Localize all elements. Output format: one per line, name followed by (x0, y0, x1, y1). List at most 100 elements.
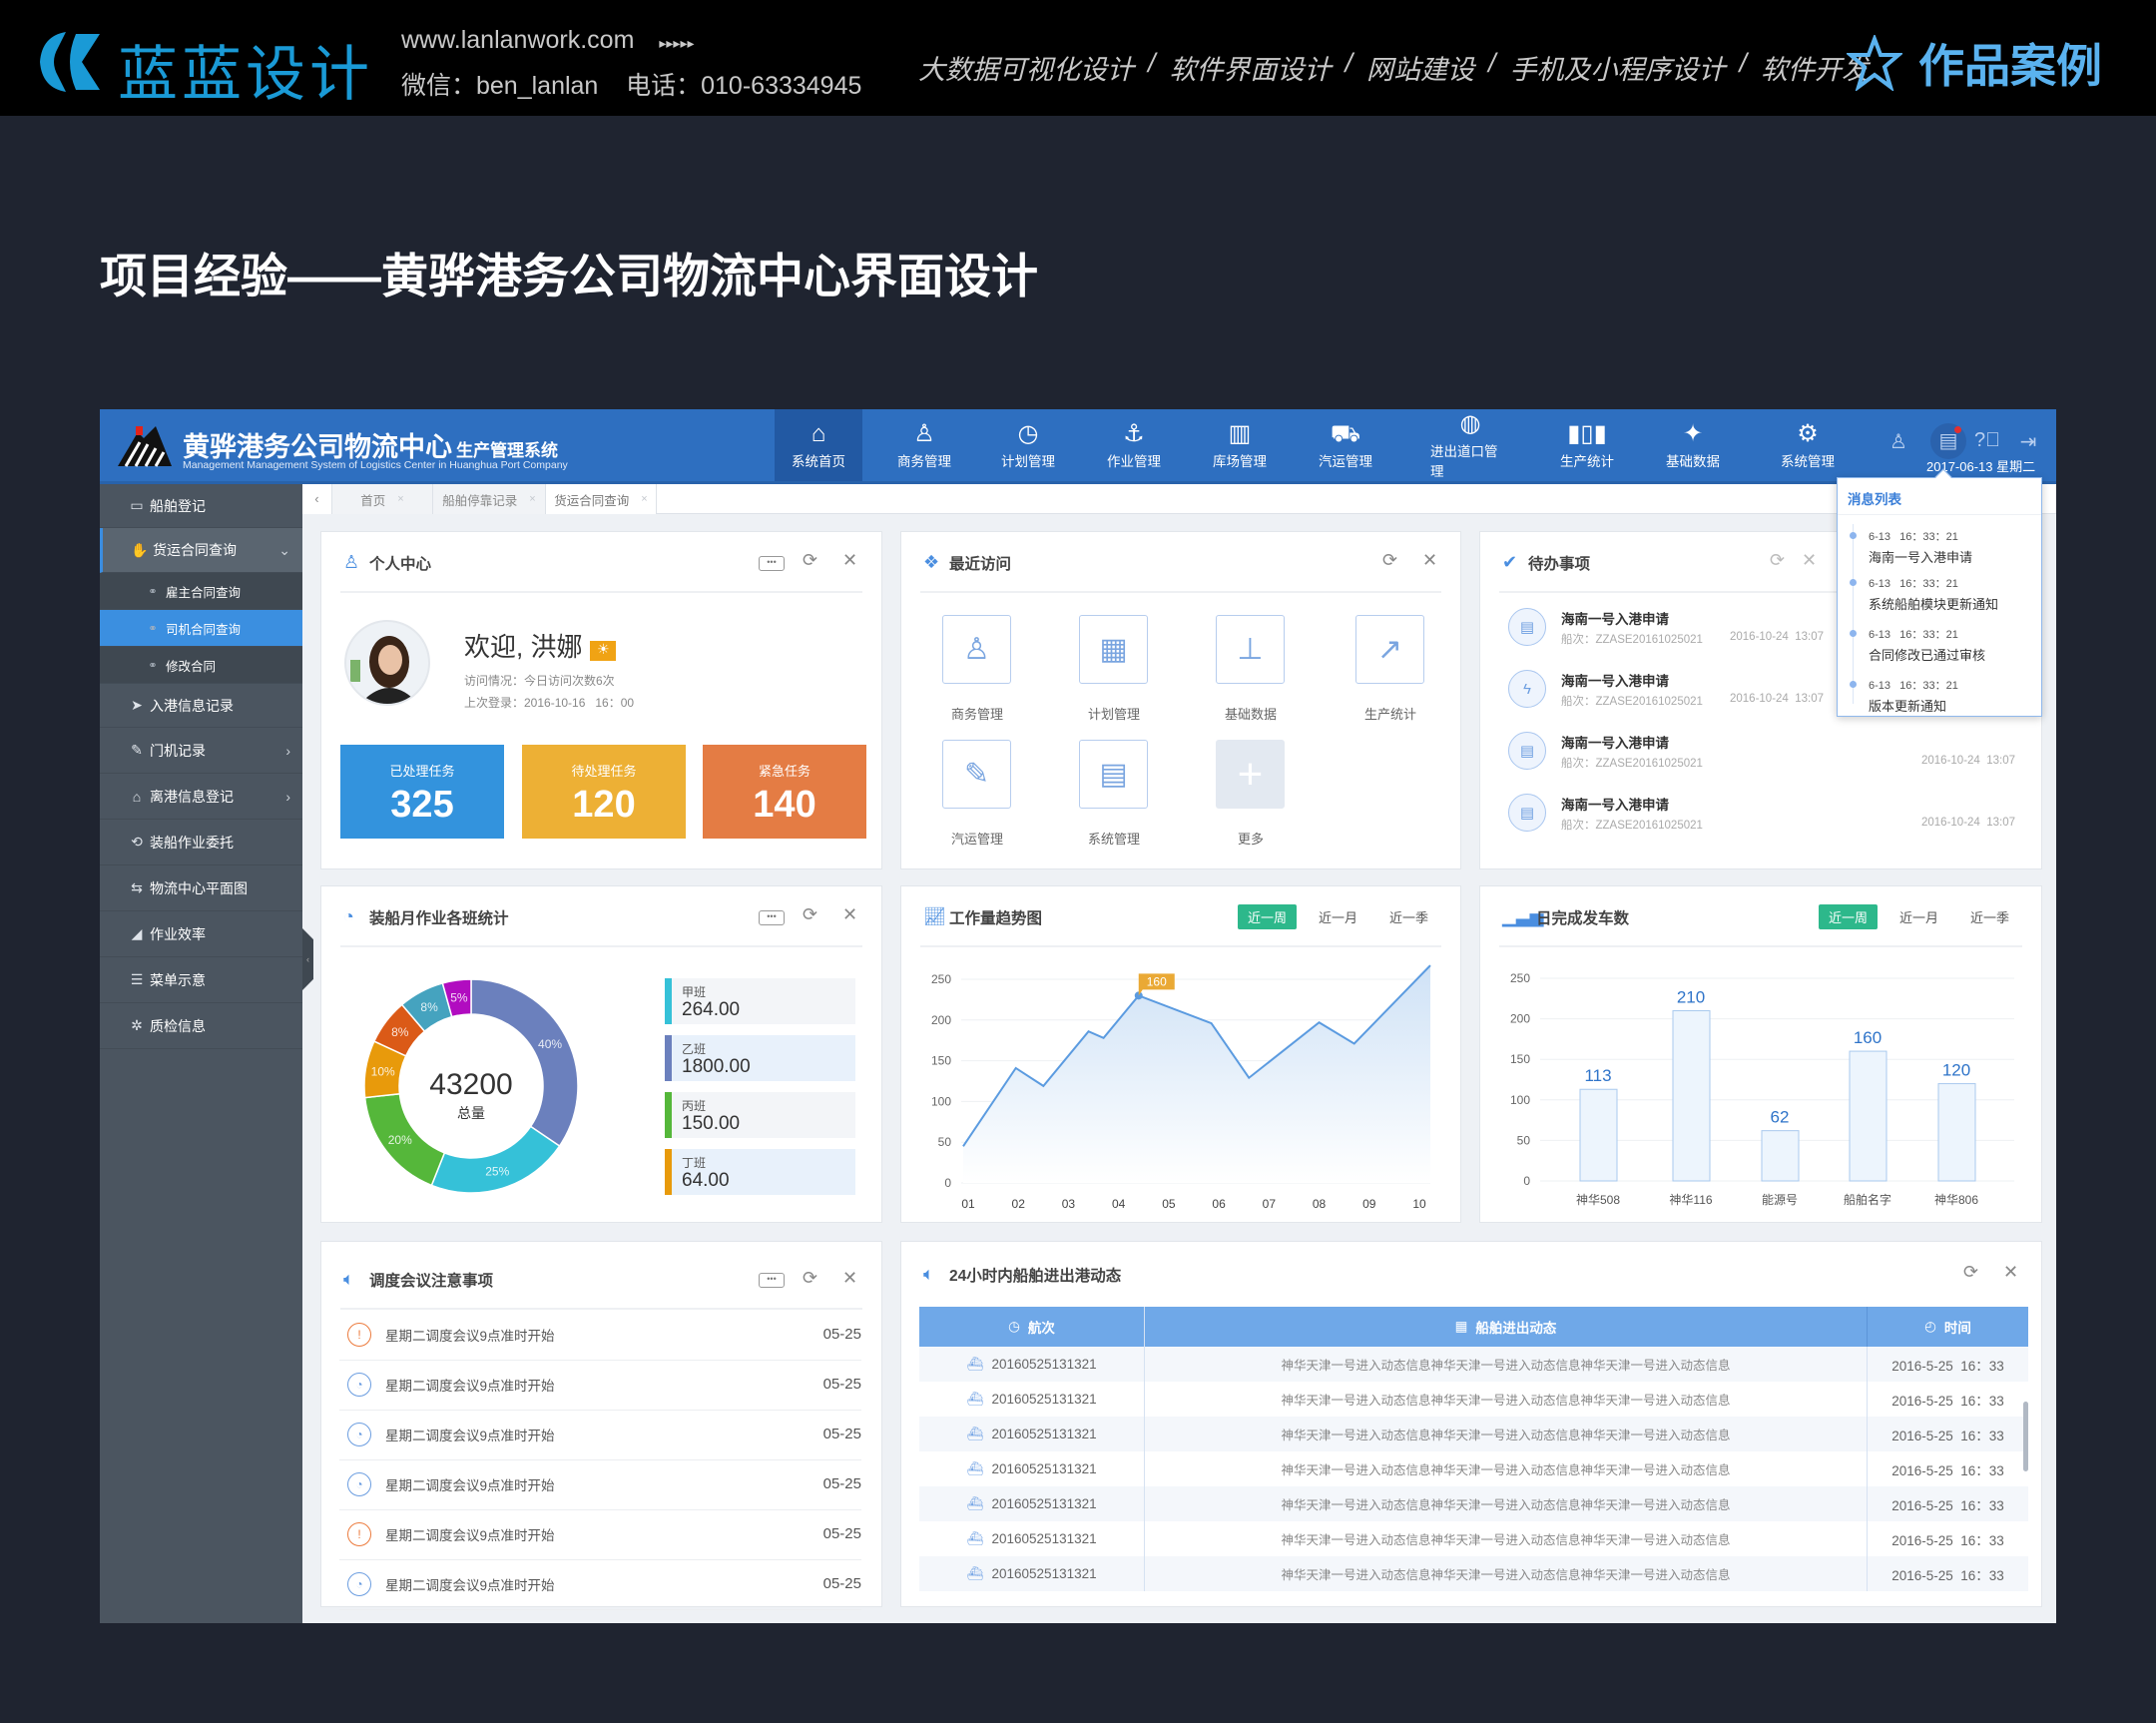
close-icon[interactable]: ✕ (1802, 550, 1818, 570)
column-time[interactable]: ◴ 时间 (1868, 1307, 2028, 1347)
period-tab-quarter[interactable]: 近一季 (1388, 910, 1428, 925)
sidebar-item-1[interactable]: ✋ 货运合同查询 ⌄ (100, 528, 302, 573)
table-row[interactable]: ⛴ 20160525131321 神华天津一号进入动态信息神华天津一号进入动态信息神… (919, 1347, 2028, 1382)
recent-item-label[interactable]: 更多 (1237, 832, 1264, 847)
notice-item[interactable]: ! 星期二调度会议9点准时开始 05-25 (339, 1309, 861, 1361)
highlight-point[interactable] (1134, 991, 1143, 1000)
close-icon[interactable]: ✕ (1422, 550, 1438, 570)
notice-item[interactable]: ◔ 星期二调度会议9点准时开始 05-25 (339, 1359, 861, 1411)
nav-item-5[interactable]: ⛟ 汽运管理 (1306, 409, 1385, 481)
refresh-icon[interactable]: ⟳ (1770, 550, 1786, 570)
tab-close-icon[interactable]: × (529, 493, 536, 505)
bar[interactable] (1672, 1009, 1711, 1182)
tab-close-icon[interactable]: × (397, 493, 404, 505)
tab-close-icon[interactable]: × (641, 493, 648, 505)
bar[interactable] (1579, 1088, 1618, 1182)
refresh-icon[interactable]: ⟳ (1382, 550, 1398, 570)
sidebar-subitem-2[interactable]: ⚭ 修改合同 (100, 647, 302, 684)
notice-item[interactable]: ! 星期二调度会议9点准时开始 05-25 (339, 1508, 861, 1560)
refresh-icon[interactable]: ⟳ (1963, 1262, 1979, 1282)
notice-item[interactable]: ◔ 星期二调度会议9点准时开始 05-25 (339, 1409, 861, 1460)
stat-card-0[interactable]: 已处理任务 325 (340, 745, 504, 839)
period-tab-quarter[interactable]: 近一季 (1969, 910, 2009, 925)
message-text[interactable]: 版本更新通知 (1869, 699, 1947, 714)
recent-item-label[interactable]: 系统管理 (1087, 832, 1140, 847)
recent-item-label[interactable]: 汽运管理 (950, 832, 1003, 847)
sidebar-item-9[interactable]: ✲ 质检信息 (100, 1003, 302, 1049)
stat-card-1[interactable]: 待处理任务 120 (522, 745, 686, 839)
nav-item-6[interactable]: ◍ 进出道口管理 (1430, 409, 1510, 481)
message-text[interactable]: 系统船舶模块更新通知 (1869, 597, 1999, 612)
user-icon[interactable]: ♙ (1889, 431, 1907, 453)
column-voyage[interactable]: ◷ 航次 (919, 1307, 1145, 1347)
sidebar-item-4[interactable]: ⌂ 离港信息登记 › (100, 774, 302, 820)
recent-item-0[interactable]: ♙ (942, 615, 1011, 684)
table-row[interactable]: ⛴ 20160525131321 神华天津一号进入动态信息神华天津一号进入动态信息神… (919, 1486, 2028, 1521)
tab-0[interactable]: 首页 × (332, 484, 433, 514)
refresh-icon[interactable]: ⟳ (803, 904, 818, 924)
tab-2[interactable]: 货运合同查询 × (546, 484, 657, 514)
recent-item-label[interactable]: 计划管理 (1087, 707, 1140, 722)
close-icon[interactable]: ✕ (842, 904, 858, 924)
cases-label[interactable]: 作品案例 (1918, 40, 2102, 92)
nav-item-7[interactable]: ▮▯▮ 生产统计 (1547, 409, 1627, 481)
sidebar-subitem-1[interactable]: ⚭ 司机合同查询 (100, 610, 302, 647)
bar[interactable] (1937, 1083, 1976, 1182)
message-icon[interactable]: ▤ (1930, 423, 1966, 459)
sidebar-item-5[interactable]: ⟲ 装船作业委托 (100, 820, 302, 865)
table-row[interactable]: ⛴ 20160525131321 神华天津一号进入动态信息神华天津一号进入动态信息神… (919, 1556, 2028, 1591)
todo-title[interactable]: 海南一号入港申请 (1561, 798, 1669, 813)
nav-item-9[interactable]: ⚙ 系统管理 (1768, 409, 1848, 481)
period-tab-month[interactable]: 近一月 (1318, 910, 1357, 925)
recent-item-6[interactable]: + (1216, 740, 1285, 809)
recent-item-label[interactable]: 生产统计 (1363, 707, 1416, 722)
table-row[interactable]: ⛴ 20160525131321 神华天津一号进入动态信息神华天津一号进入动态信息神… (919, 1417, 2028, 1451)
period-tab-week[interactable]: 近一周 (1818, 904, 1878, 929)
site-url[interactable]: www.lanlanwork.com ▸▸▸▸▸ (401, 26, 695, 55)
todo-title[interactable]: 海南一号入港申请 (1561, 674, 1669, 689)
more-button[interactable]: ••• (759, 910, 785, 925)
sidebar-item-3[interactable]: ✎ 门机记录 › (100, 728, 302, 774)
recent-item-1[interactable]: ▦ (1079, 615, 1148, 684)
message-text[interactable]: 合同修改已通过审核 (1869, 648, 1986, 663)
nav-item-3[interactable]: ⚓ 作业管理 (1094, 409, 1174, 481)
close-icon[interactable]: ✕ (842, 1268, 858, 1288)
period-tab-month[interactable]: 近一月 (1898, 910, 1938, 925)
sidebar-item-8[interactable]: ☰ 菜单示意 (100, 957, 302, 1003)
tab-1[interactable]: 船舶停靠记录 × (433, 484, 546, 514)
recent-item-2[interactable]: ⊥ (1216, 615, 1285, 684)
refresh-icon[interactable]: ⟳ (803, 550, 818, 570)
sidebar-item-2[interactable]: ➤ 入港信息记录 (100, 684, 302, 728)
todo-title[interactable]: 海南一号入港申请 (1561, 736, 1669, 751)
more-button[interactable]: ••• (759, 556, 785, 571)
table-row[interactable]: ⛴ 20160525131321 神华天津一号进入动态信息神华天津一号进入动态信息神… (919, 1382, 2028, 1417)
logout-icon[interactable]: ⇥ (2019, 431, 2037, 453)
site-url-text[interactable]: www.lanlanwork.com (401, 26, 635, 54)
table-row[interactable]: ⛴ 20160525131321 神华天津一号进入动态信息神华天津一号进入动态信息神… (919, 1521, 2028, 1556)
recent-item-label[interactable]: 商务管理 (950, 707, 1003, 722)
donut-slice[interactable] (441, 978, 472, 1018)
cases-link[interactable]: 作品案例 (1847, 30, 2102, 96)
help-icon[interactable]: ?⃝ (1973, 429, 2001, 451)
nav-item-1[interactable]: ♙ 商务管理 (884, 409, 964, 481)
recent-item-3[interactable]: ↗ (1355, 615, 1424, 684)
sidebar-collapse-handle[interactable]: ‹ (302, 928, 313, 990)
nav-item-2[interactable]: ◷ 计划管理 (988, 409, 1068, 481)
sidebar-item-7[interactable]: ◢ 作业效率 (100, 911, 302, 957)
sidebar-item-0[interactable]: ▭ 船舶登记 (100, 484, 302, 528)
notice-item[interactable]: ◔ 星期二调度会议9点准时开始 05-25 (339, 1558, 861, 1610)
table-scrollbar[interactable] (2023, 1402, 2028, 1471)
message-text[interactable]: 海南一号入港申请 (1869, 550, 1973, 565)
nav-item-8[interactable]: ✦ 基础数据 (1653, 409, 1733, 481)
notice-item[interactable]: ◔ 星期二调度会议9点准时开始 05-25 (339, 1458, 861, 1510)
column-dynamics[interactable]: ▦ 船舶进出动态 (1145, 1307, 1868, 1347)
tabs-prev-button[interactable]: ‹ (302, 484, 332, 514)
nav-item-0[interactable]: ⌂ 系统首页 (775, 409, 862, 481)
bar[interactable] (1761, 1130, 1800, 1182)
close-icon[interactable]: ✕ (2003, 1262, 2019, 1282)
more-button[interactable]: ••• (759, 1273, 785, 1288)
period-tab-week[interactable]: 近一周 (1237, 904, 1297, 929)
recent-item-4[interactable]: ✎ (942, 740, 1011, 809)
donut-slice[interactable] (470, 978, 579, 1148)
sidebar-subitem-0[interactable]: ⚭ 雇主合同查询 (100, 573, 302, 610)
